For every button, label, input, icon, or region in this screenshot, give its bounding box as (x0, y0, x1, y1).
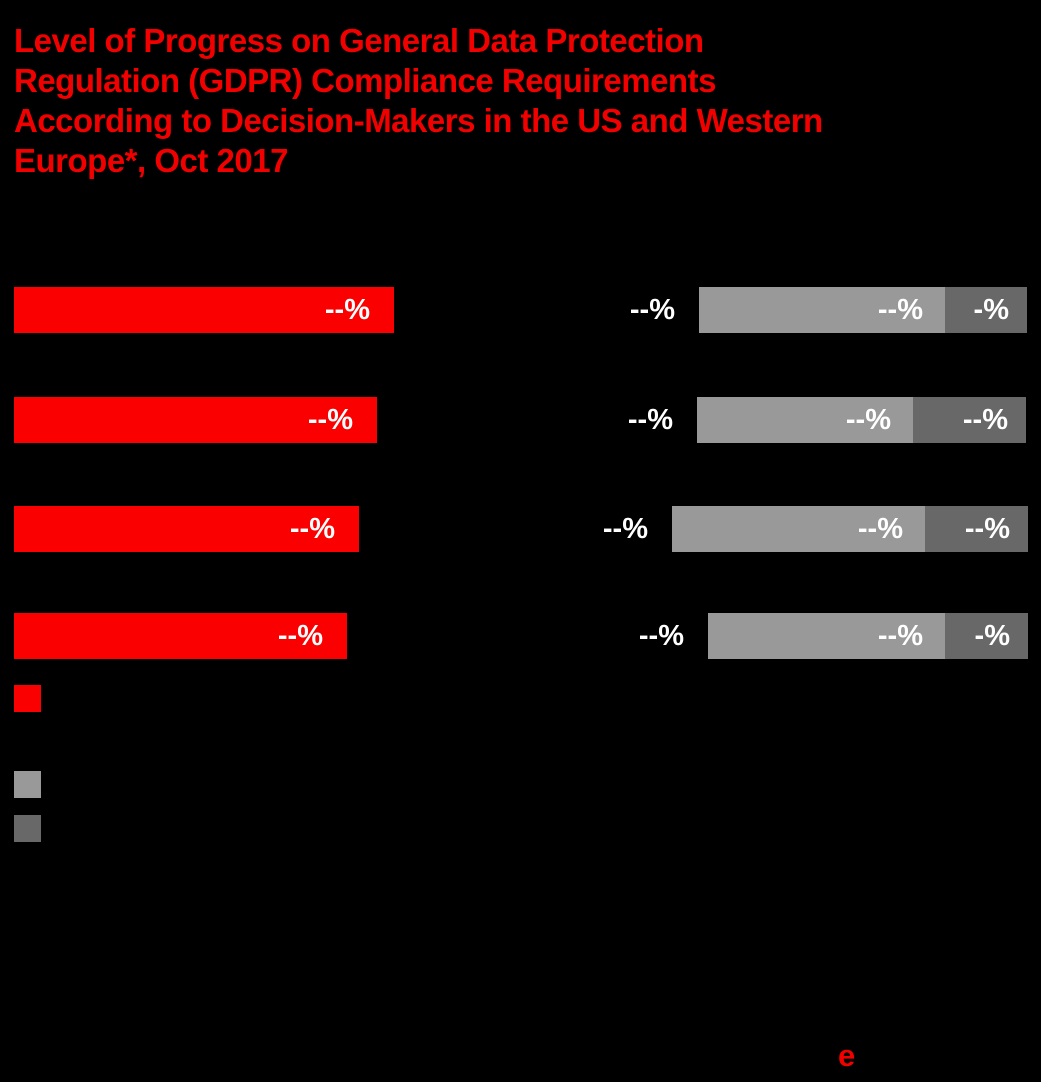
bar-value-label: --% (877, 619, 923, 652)
bar-row-2: --% --% --% --% (14, 397, 1026, 443)
bar-value-label: --% (964, 512, 1010, 545)
legend-swatch-red (14, 685, 41, 712)
chart-title-line-3: According to Decision-Makers in the US a… (14, 102, 823, 139)
bar-row-1: --% --% --% -% (14, 287, 1027, 333)
bar-row2-segment-dark-gray: --% (913, 397, 1026, 443)
bar-row-3: --% --% --% --% (14, 506, 1028, 552)
bar-row4-segment-hidden: --% (347, 613, 708, 659)
bar-row4-segment-dark-gray: -% (945, 613, 1028, 659)
bar-value-label: --% (289, 512, 335, 545)
chart-title-line-4: Europe*, Oct 2017 (14, 142, 288, 179)
bar-row4-segment-red: --% (14, 613, 347, 659)
bar-value-label: --% (877, 293, 923, 326)
bar-value-label: --% (857, 512, 903, 545)
bar-row-4: --% --% --% -% (14, 613, 1028, 659)
legend-swatch-light-gray (14, 771, 41, 798)
bar-value-label: --% (627, 403, 673, 436)
chart-title-line-2: Regulation (GDPR) Compliance Requirement… (14, 62, 716, 99)
legend-swatch-dark-gray (14, 815, 41, 842)
bar-value-label: --% (629, 293, 675, 326)
bar-row3-segment-hidden: --% (359, 506, 672, 552)
bar-row1-segment-light-gray: --% (699, 287, 945, 333)
bar-row1-segment-hidden: --% (394, 287, 699, 333)
bar-row4-segment-light-gray: --% (708, 613, 945, 659)
bar-value-label: --% (277, 619, 323, 652)
bar-value-label: --% (307, 403, 353, 436)
bar-row2-segment-red: --% (14, 397, 377, 443)
bar-row1-segment-red: --% (14, 287, 394, 333)
bar-row2-segment-hidden: --% (377, 397, 697, 443)
bar-row3-segment-red: --% (14, 506, 359, 552)
bar-row2-segment-light-gray: --% (697, 397, 913, 443)
bar-row3-segment-light-gray: --% (672, 506, 925, 552)
bar-row1-segment-dark-gray: -% (945, 287, 1027, 333)
bar-row3-segment-dark-gray: --% (925, 506, 1028, 552)
bar-value-label: --% (602, 512, 648, 545)
bar-value-label: --% (638, 619, 684, 652)
bar-value-label: --% (962, 403, 1008, 436)
bar-value-label: -% (974, 619, 1010, 652)
bar-value-label: --% (324, 293, 370, 326)
bar-value-label: --% (845, 403, 891, 436)
chart-title: Level of Progress on General Data Protec… (14, 21, 1019, 181)
bar-value-label: -% (973, 293, 1009, 326)
emarketer-logo-e: e (838, 1038, 856, 1073)
chart-title-line-1: Level of Progress on General Data Protec… (14, 22, 704, 59)
